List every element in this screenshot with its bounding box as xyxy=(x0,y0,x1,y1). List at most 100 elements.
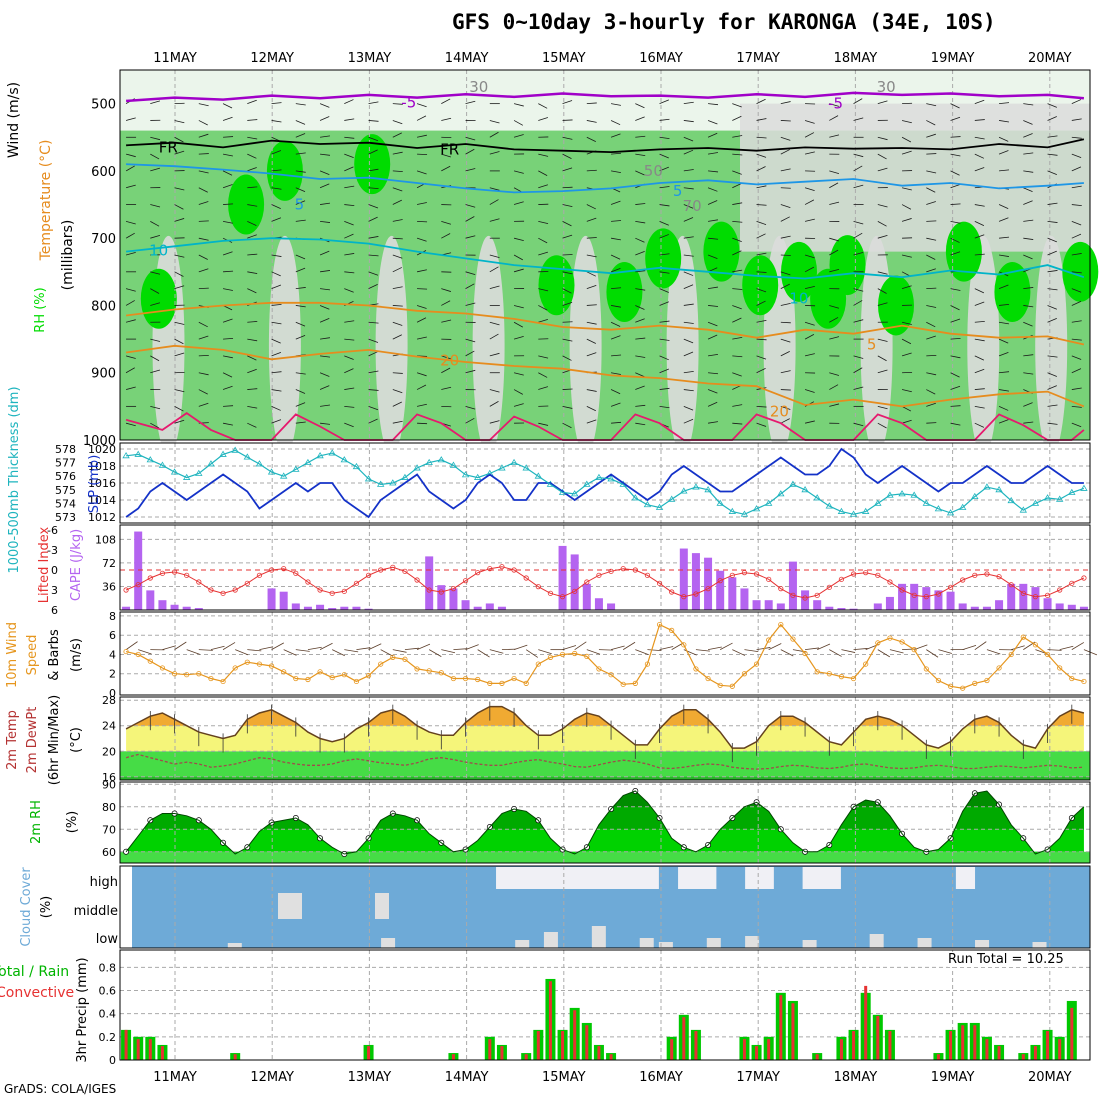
cape-bar xyxy=(352,606,361,610)
thickness-tick: 573 xyxy=(55,511,76,524)
wind-barb xyxy=(1047,202,1058,205)
wind-barb xyxy=(804,285,815,290)
wind-barb xyxy=(683,389,694,392)
slp-tick: 1018 xyxy=(88,460,116,473)
wind-barb xyxy=(465,417,475,424)
surface-wind-barb xyxy=(1071,642,1085,650)
wind-speed-line xyxy=(125,623,1085,689)
wind-barb xyxy=(344,320,355,323)
surface-wind-barb xyxy=(647,649,662,652)
lifted-index-marker xyxy=(220,590,226,596)
wind-barb xyxy=(732,355,743,358)
wind-barb xyxy=(901,321,912,325)
cape-bar xyxy=(898,583,907,610)
wind-barb xyxy=(562,355,572,361)
wind-barb xyxy=(295,305,306,308)
precip-convective-bar xyxy=(597,1046,601,1060)
wind-barb xyxy=(683,136,694,142)
wind-barb xyxy=(247,338,258,342)
wind-barb xyxy=(998,254,1010,257)
wind-speed-marker xyxy=(693,666,699,672)
wind-barb xyxy=(683,101,694,105)
wind-barb xyxy=(974,99,985,105)
wind-barb xyxy=(174,321,185,325)
wind-barb xyxy=(732,269,743,273)
pressure-tick: 700 xyxy=(91,232,116,247)
precip-convective-bar xyxy=(949,1031,953,1060)
wind-barb xyxy=(344,288,354,293)
wind-barb xyxy=(1023,103,1034,106)
wind-barb xyxy=(853,232,863,239)
wind-barb xyxy=(635,220,646,224)
wind-barb xyxy=(538,372,548,378)
wind-barb xyxy=(926,354,937,357)
wind-barb xyxy=(998,217,1009,222)
wind-barb xyxy=(247,153,257,159)
wind-barb xyxy=(635,203,646,205)
wind-barb xyxy=(1071,301,1082,306)
wind-barb xyxy=(901,120,912,124)
wind-barb xyxy=(853,422,864,427)
wind-barb xyxy=(392,187,403,192)
lifted-index-marker xyxy=(535,584,541,590)
wind-barb xyxy=(150,369,161,374)
wind-speed-marker xyxy=(741,671,748,677)
wind-barb xyxy=(732,220,743,223)
wind-barb xyxy=(901,285,912,290)
cape-frame xyxy=(119,524,1091,611)
wind-speed-marker xyxy=(753,661,760,667)
wind-barb xyxy=(416,384,427,390)
temp-contour-15 xyxy=(125,301,1085,346)
wind-barb xyxy=(271,389,282,392)
precip-convective-bar xyxy=(767,1039,771,1060)
wind-barb xyxy=(344,422,354,428)
wind-barb xyxy=(125,355,136,359)
wind-barb xyxy=(538,251,548,256)
precip-convective-bar xyxy=(815,1054,819,1060)
contour-label: 5 xyxy=(867,335,877,353)
wind-barb xyxy=(780,136,791,141)
wind-barb xyxy=(1047,372,1057,377)
wind-barb xyxy=(319,183,330,189)
wind-barb xyxy=(683,187,694,190)
wind-barb xyxy=(1023,152,1034,155)
wind-barb xyxy=(1071,355,1082,360)
wind-barb xyxy=(659,186,670,189)
wind-barb xyxy=(1071,338,1082,341)
lifted-index-marker xyxy=(305,579,311,585)
wind-barb xyxy=(198,170,209,174)
wind-barb xyxy=(320,270,331,273)
precip-convective-bar xyxy=(536,1031,540,1060)
wind-barb xyxy=(538,170,548,176)
precip-convective-bar xyxy=(997,1046,1001,1060)
wind-barb xyxy=(780,389,791,391)
cape-bar xyxy=(594,598,603,610)
wind-barb xyxy=(150,167,161,172)
precip-convective-bar xyxy=(1070,1007,1074,1060)
wind-barb xyxy=(732,170,742,175)
surface-wind-barb xyxy=(210,645,225,651)
wind-barb xyxy=(1071,253,1082,256)
wind-barb xyxy=(586,102,597,105)
wind-barb xyxy=(683,321,694,324)
wind-barb xyxy=(659,301,669,306)
surface-wind-barb xyxy=(319,642,333,651)
wind-barb xyxy=(368,284,378,289)
wind-barb xyxy=(295,321,306,327)
cape-bar xyxy=(1007,583,1016,610)
wind-barb xyxy=(901,254,912,258)
lifted-index-marker xyxy=(184,572,190,578)
wind-barb xyxy=(392,372,403,374)
surface-wind-barb xyxy=(659,646,674,651)
lifted-index-marker xyxy=(208,587,214,593)
cape-bar xyxy=(837,608,846,610)
surface-wind-barb xyxy=(926,649,939,658)
wind-barb xyxy=(635,170,645,176)
wind-barb xyxy=(513,403,524,407)
wind-barb xyxy=(465,338,476,343)
wind-barb xyxy=(1023,305,1034,308)
wind-barb xyxy=(950,372,960,378)
lifted-index-line xyxy=(125,566,1085,599)
wind-barb xyxy=(901,187,912,191)
thickness-marker xyxy=(1080,484,1088,491)
